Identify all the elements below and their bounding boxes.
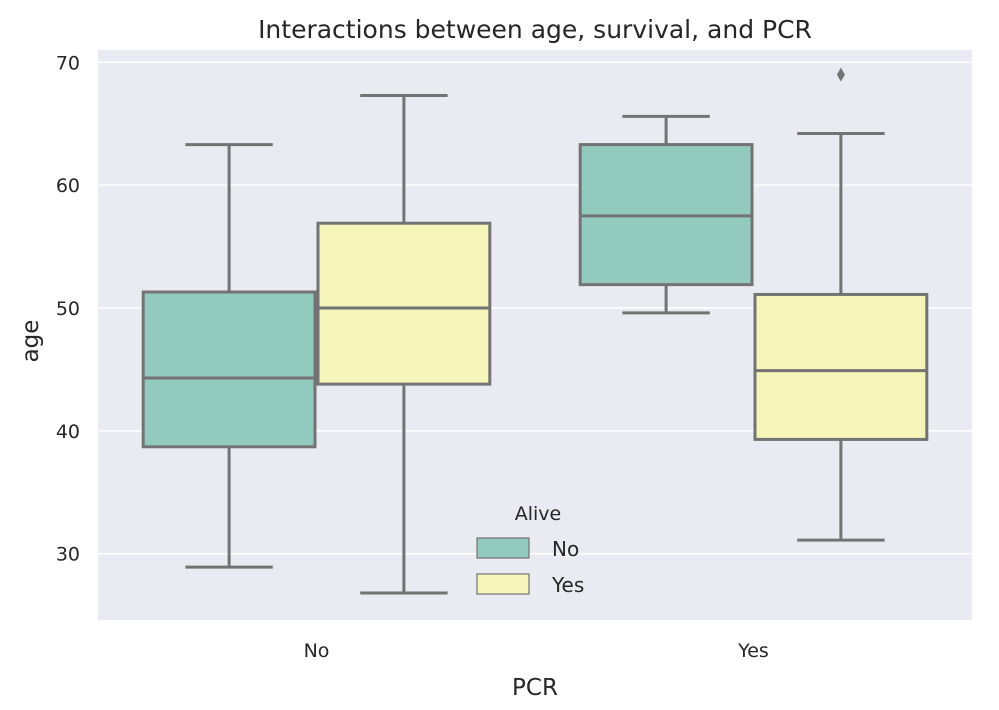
y-axis-label: age bbox=[18, 320, 44, 363]
y-tick-label-50: 50 bbox=[56, 298, 80, 320]
legend-swatch-no bbox=[476, 537, 530, 559]
boxes-layer bbox=[141, 67, 929, 595]
y-tick-label-30: 30 bbox=[56, 544, 80, 566]
box-body bbox=[753, 292, 929, 441]
box-pcr-no-alive-no bbox=[141, 143, 317, 569]
x-tick-label-no: No bbox=[304, 640, 330, 662]
y-tick-label-60: 60 bbox=[56, 175, 80, 197]
box-body bbox=[316, 221, 492, 386]
x-tick-label-yes: Yes bbox=[737, 640, 769, 662]
legend-label-yes: Yes bbox=[551, 573, 584, 597]
box-pcr-yes-alive-no bbox=[578, 114, 754, 315]
x-axis-label: PCR bbox=[512, 675, 558, 701]
y-tick-label-40: 40 bbox=[56, 421, 80, 443]
y-tick-label-70: 70 bbox=[56, 52, 80, 74]
chart-title: Interactions between age, survival, and … bbox=[258, 15, 812, 44]
legend-swatch-yes bbox=[476, 573, 530, 595]
box-pcr-yes-alive-yes bbox=[753, 67, 929, 542]
box-pcr-no-alive-yes bbox=[316, 93, 492, 595]
box-body bbox=[141, 290, 317, 449]
legend-label-no: No bbox=[552, 537, 579, 561]
outlier-point-0 bbox=[836, 67, 845, 82]
legend: Alive No Yes bbox=[476, 503, 584, 597]
ticks-layer: 30 40 50 60 70 No Yes bbox=[56, 52, 769, 662]
legend-title: Alive bbox=[515, 503, 562, 525]
